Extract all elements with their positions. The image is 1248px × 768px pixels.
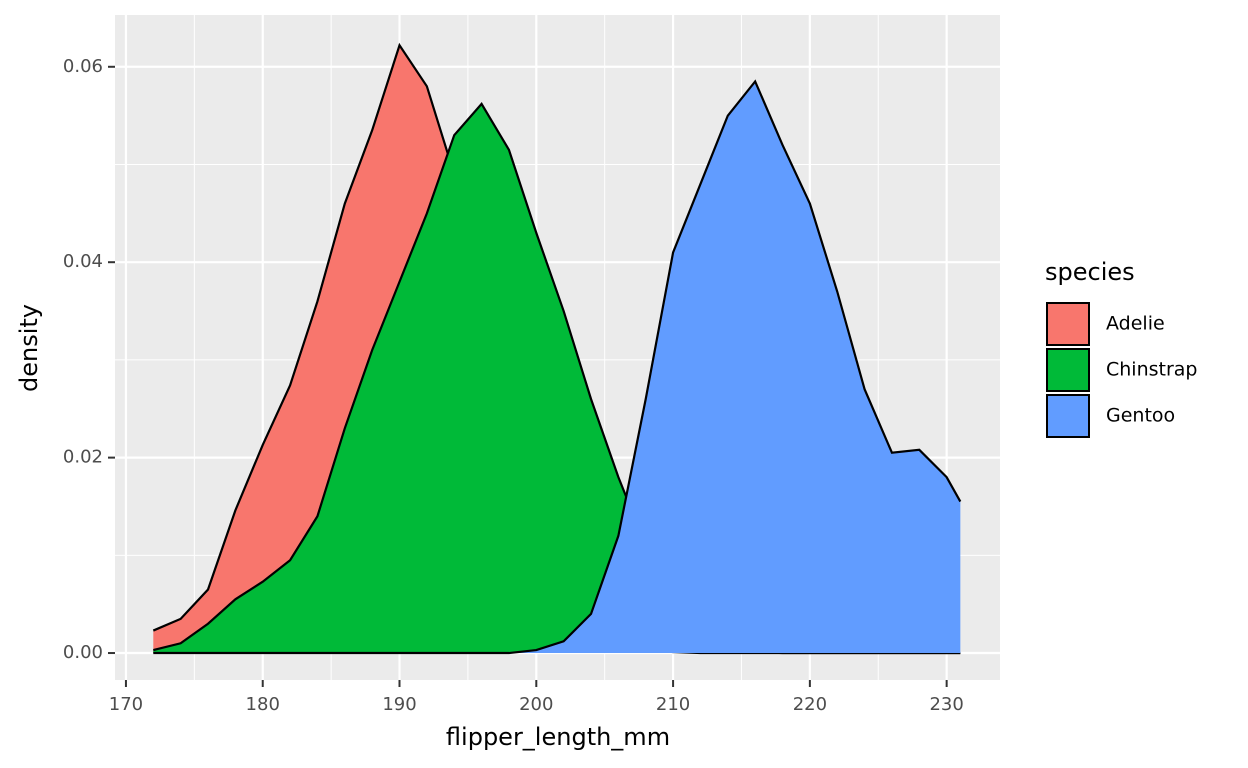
x-tick-label: 230 — [929, 694, 963, 715]
y-tick-label: 0.00 — [63, 642, 103, 663]
density-area — [153, 103, 961, 654]
y-tick-label: 0.04 — [63, 251, 103, 272]
legend-key — [1046, 394, 1090, 438]
legend-key — [1046, 348, 1090, 392]
legend-label: Chinstrap — [1106, 359, 1198, 381]
x-tick-label: 170 — [109, 694, 143, 715]
x-tick-label: 200 — [519, 694, 553, 715]
x-axis-title: flipper_length_mm — [446, 723, 670, 751]
density-area — [153, 81, 961, 654]
y-axis-title: density — [15, 304, 43, 392]
x-tick-label: 190 — [382, 694, 416, 715]
x-tick-label: 220 — [793, 694, 827, 715]
x-tick-label: 210 — [656, 694, 690, 715]
x-tick-label: 180 — [246, 694, 280, 715]
density-line — [153, 102, 961, 655]
legend-key — [1046, 302, 1090, 346]
legend-label: Gentoo — [1106, 405, 1175, 427]
y-tick-label: 0.02 — [63, 447, 103, 468]
y-tick-label: 0.06 — [63, 56, 103, 77]
legend-title: species — [1045, 258, 1135, 286]
legend-label: Adelie — [1106, 313, 1165, 335]
density-line — [153, 79, 962, 655]
